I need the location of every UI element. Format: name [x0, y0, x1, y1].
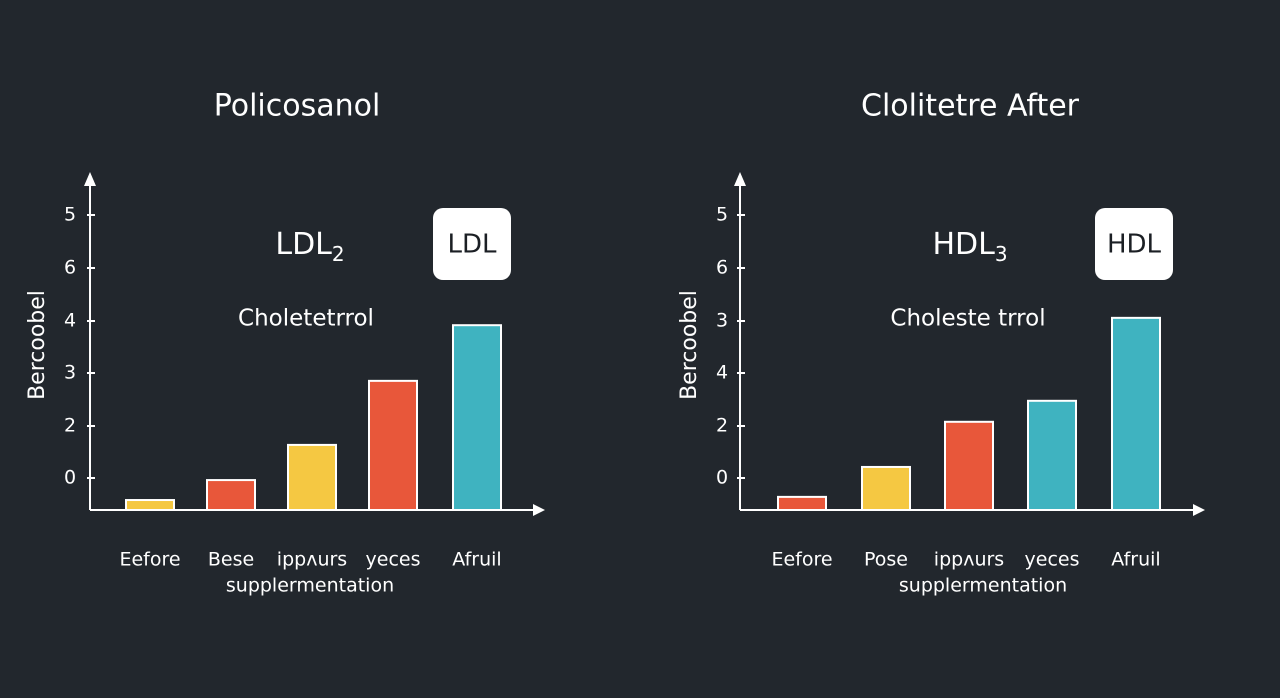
bar [452, 324, 502, 512]
badge: HDL [1107, 230, 1162, 260]
bar [1111, 316, 1161, 511]
bar [125, 499, 175, 511]
y-tick-label: 3 [716, 310, 728, 332]
series-label-main: LDL [275, 227, 332, 262]
y-tick-label: 0 [64, 467, 76, 489]
annotation: Choletetrrol [238, 306, 374, 332]
bar [206, 479, 256, 512]
badge-box [1095, 208, 1173, 280]
bar [861, 465, 911, 512]
y-tick-label: 2 [716, 415, 728, 437]
x-tick-label: Eefore [119, 549, 180, 571]
chart-title: Policosanol [214, 89, 381, 124]
badge: LDL [448, 230, 498, 260]
bar [368, 379, 418, 511]
y-tick-label: 3 [64, 362, 76, 384]
chart-title: Clolitetre After [861, 89, 1080, 124]
y-tick-label: 5 [716, 204, 728, 226]
series-label-main: HDL [932, 227, 995, 262]
bar [777, 495, 827, 511]
x-tick-label: yeces [366, 549, 421, 571]
y-axis-label: Bercoobel [25, 290, 50, 400]
bar [287, 443, 337, 511]
x-axis-arrow [1193, 504, 1205, 516]
x-axis-arrow [533, 504, 545, 516]
series-label-sub: 3 [995, 242, 1008, 266]
x-tick-label: Eefore [771, 549, 832, 571]
bar [944, 420, 994, 511]
y-tick-label: 2 [64, 415, 76, 437]
x-tick-label: ippʌurs [277, 549, 347, 571]
y-axis-label: Bercoobel [677, 290, 702, 400]
bar [1027, 399, 1077, 511]
series-label-sub: 2 [332, 242, 345, 266]
x-tick-label: yeces [1025, 549, 1080, 571]
y-tick-label: 0 [716, 467, 728, 489]
y-tick-label: 4 [64, 310, 76, 332]
series-label: LDL2 [275, 227, 344, 266]
x-tick-label: Afruil [452, 549, 501, 571]
x-tick-label: Bese [208, 549, 254, 571]
y-axis-arrow [84, 172, 96, 186]
annotation: Choleste trrol [890, 306, 1045, 332]
y-tick-label: 4 [716, 362, 728, 384]
series-label: HDL3 [932, 227, 1007, 266]
x-axis-label: supplermentation [226, 575, 394, 597]
x-tick-label: Pose [864, 549, 908, 571]
y-tick-label: 5 [64, 204, 76, 226]
x-tick-label: Afruil [1111, 549, 1160, 571]
x-axis-label: supplermentation [899, 575, 1067, 597]
y-tick-label: 6 [716, 257, 728, 279]
badge-box [433, 208, 511, 280]
y-tick-label: 6 [64, 257, 76, 279]
x-tick-label: ippʌurs [934, 549, 1004, 571]
y-axis-arrow [734, 172, 746, 186]
